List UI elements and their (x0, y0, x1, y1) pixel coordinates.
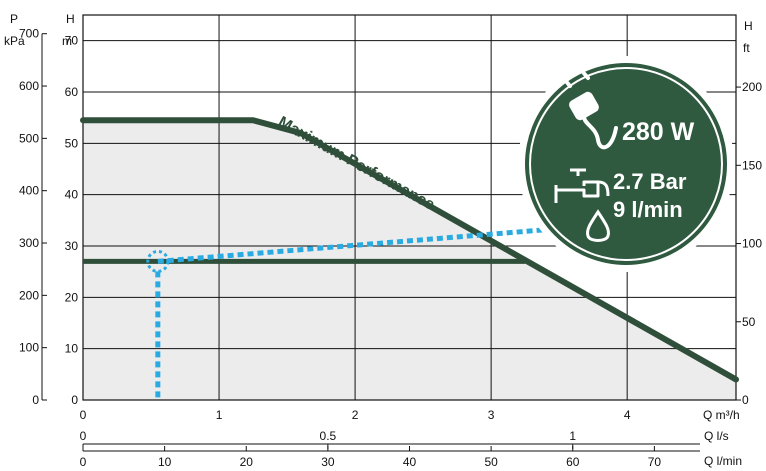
flow-lmin-tick-label: 60 (566, 455, 580, 469)
head-m-axis-unit: m (62, 34, 72, 48)
pressure-axis-unit: kPa (4, 34, 25, 48)
head-m-tick-label: 0 (71, 393, 78, 407)
maximum-performance-curve (80, 117, 739, 383)
operating-point-marker (146, 249, 170, 273)
head-m-tick-label: 20 (65, 290, 79, 304)
plot-frame (82, 14, 737, 401)
head-m-tick-label: 70 (65, 34, 79, 48)
pressure-tick-label: 600 (19, 79, 39, 93)
flow-lmin-tick-label: 40 (403, 455, 417, 469)
flow-m3h-tick-label: 0 (80, 408, 87, 422)
flow-ls-tick-label: 0.5 (320, 429, 337, 443)
head-ft-tick-label: 0 (742, 393, 749, 407)
plug-icon (562, 69, 618, 150)
flow-m3h-tick-label: 2 (352, 408, 359, 422)
flow-lmin-tick-label: 30 (321, 455, 335, 469)
pressure-tick-label: 0 (32, 393, 39, 407)
head-m-axis-label: H (66, 12, 75, 26)
badge-circle (525, 63, 727, 265)
flow-ls-axis: 0 0.5 1 (80, 429, 700, 449)
pressure-tick-label: 100 (19, 341, 39, 355)
water-drop-icon (586, 209, 610, 242)
head-ft-axis: 0 50 100 150 200 (736, 80, 762, 407)
head-m-axis: 0 10 20 30 40 50 60 70 (65, 34, 79, 407)
head-m-tick-label: 50 (65, 136, 79, 150)
head-m-tick-label: 10 (65, 342, 79, 356)
head-ft-axis-label: H (744, 19, 753, 33)
flow-m3h-tick-label: 1 (216, 408, 223, 422)
head-ft-axis-unit: ft (743, 41, 750, 55)
flow-ls-tick-label: 1 (569, 429, 576, 443)
flow-lmin-tick-label: 20 (240, 455, 254, 469)
head-ft-tick-label: 200 (742, 80, 762, 94)
head-m-tick-label: 40 (65, 188, 79, 202)
flow-ls-axis-label: Q l/s (704, 429, 729, 443)
flow-m3h-axis: 0 1 2 3 4 (80, 408, 631, 422)
spec-badge: 280 W 2.7 Bar 9 l/min (518, 56, 734, 272)
head-m-tick-label: 30 (65, 239, 79, 253)
pressure-axis-label: P (10, 12, 18, 26)
flow-lmin-tick-label: 10 (158, 455, 172, 469)
flow-lmin-tick-label: 70 (648, 455, 662, 469)
pressure-tick-label: 700 (19, 27, 39, 41)
pressure-value: 2.7 Bar (613, 169, 687, 194)
flow-m3h-tick-label: 4 (624, 408, 631, 422)
head-ft-tick-label: 50 (742, 315, 756, 329)
pressure-tick-label: 400 (19, 184, 39, 198)
flow-lmin-axis-label: Q l/min (704, 454, 742, 468)
flow-ls-tick-label: 0 (80, 429, 87, 443)
power-value: 280 W (622, 118, 695, 146)
head-ft-tick-label: 100 (742, 237, 762, 251)
pressure-tick-label: 200 (19, 288, 39, 302)
pressure-tick-label: 300 (19, 236, 39, 250)
flow-lmin-tick-label: 50 (484, 455, 498, 469)
flow-m3h-axis-label: Q m³/h (703, 408, 740, 422)
head-ft-tick-label: 150 (742, 158, 762, 172)
pressure-axis: 0 100 200 300 400 500 600 700 (19, 27, 47, 407)
flow-m3h-tick-label: 3 (488, 408, 495, 422)
flow-lmin-tick-label: 0 (80, 455, 87, 469)
flow-lmin-axis: 0 10 20 30 40 50 60 70 (80, 446, 700, 469)
pressure-tick-label: 500 (19, 131, 39, 145)
tap-icon (554, 168, 610, 203)
operating-point-trend-line (157, 225, 567, 264)
head-m-tick-label: 60 (65, 85, 79, 99)
flow-value: 9 l/min (613, 197, 683, 222)
